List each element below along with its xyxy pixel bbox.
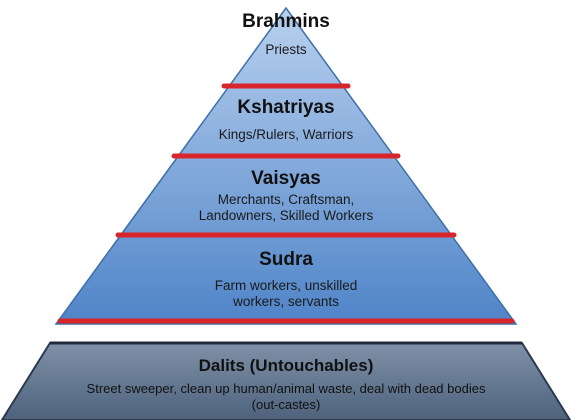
pyramid-body <box>54 6 518 325</box>
tier-kshatriyas-title: Kshatriyas <box>237 97 335 118</box>
description-line: Landowners, Skilled Workers <box>198 208 374 223</box>
tier-vaisyas-title: Vaisyas <box>251 168 321 189</box>
description-line: Farm workers, unskilled <box>214 278 358 293</box>
tier-brahmins-title: Brahmins <box>242 11 330 32</box>
description-line: Merchants, Craftsman, <box>217 192 355 207</box>
description-line: Kings/Rulers, Warriors <box>218 127 354 142</box>
base-dalits-description: Street sweeper, clean up human/animal wa… <box>0 381 572 413</box>
description-line: Priests <box>265 42 307 57</box>
tier-brahmins-description: Priests <box>0 42 572 58</box>
description-line: workers, servants <box>233 294 339 309</box>
base-dalits-title: Dalits (Untouchables) <box>198 356 374 375</box>
tier-kshatriyas-description: Kings/Rulers, Warriors <box>0 127 572 143</box>
description-line: (out-castes) <box>251 397 321 412</box>
description-line: Street sweeper, clean up human/animal wa… <box>86 381 486 396</box>
tier-sudra-title: Sudra <box>259 249 313 270</box>
tier-vaisyas-description: Merchants, Craftsman, Landowners, Skille… <box>0 192 572 224</box>
tier-sudra-description: Farm workers, unskilled workers, servant… <box>0 278 572 310</box>
